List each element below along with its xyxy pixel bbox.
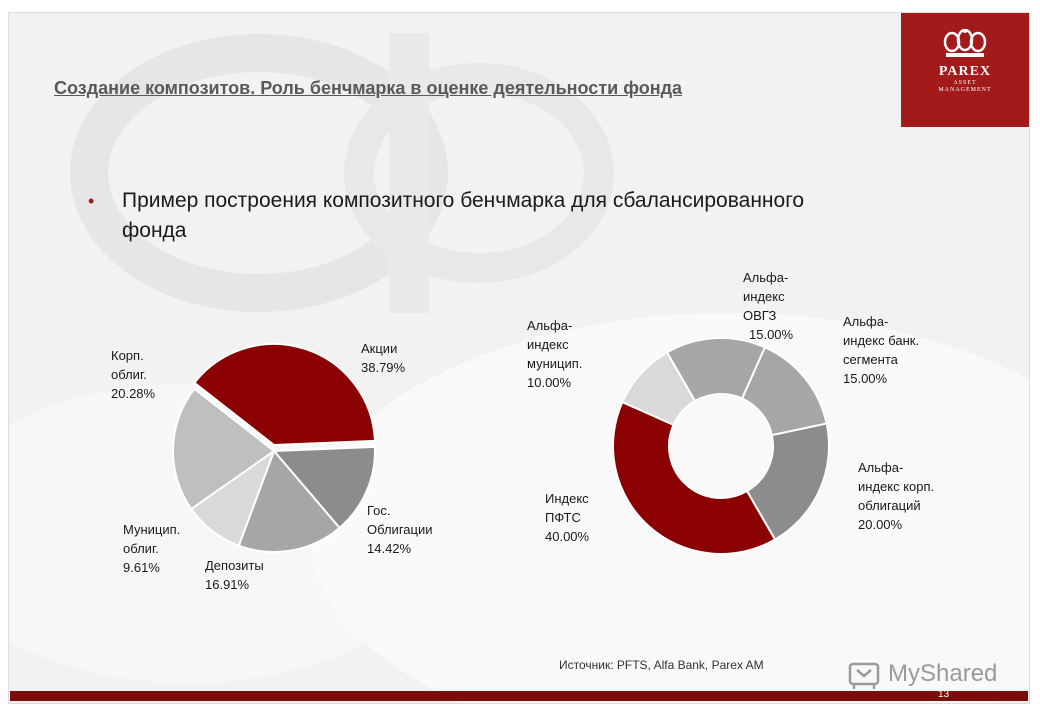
pie1-label-stocks: Акции 38.79% — [361, 339, 405, 377]
pie1-label-government-line1: Гос. — [367, 503, 391, 518]
pie2-label-corp: Альфа- индекс корп. облигаций 20.00% — [858, 458, 934, 534]
pie2-label-municipal: Альфа- индекс муницип. 10.00% — [527, 316, 582, 392]
pie1-label-corporate-line2: облиг. — [111, 367, 147, 382]
pie1-label-government-line2: Облигации — [367, 522, 433, 537]
pie2-slice-2 — [745, 422, 830, 541]
bullet-icon: • — [88, 191, 95, 211]
page-number: 13 — [938, 689, 950, 700]
pie2-label-bank-line2: индекс банк. — [843, 333, 920, 348]
source-note: Источник: PFTS, Alfa Bank, Parex AM — [559, 658, 764, 672]
logo-name: PAREX — [938, 64, 992, 79]
logo-sub-management: MANAGEMENT — [938, 87, 992, 93]
crown-icon — [943, 29, 987, 57]
myshared-text: MyShared — [888, 660, 998, 687]
pie2-label-corp-line2: индекс корп. — [858, 479, 935, 494]
pie1-label-corporate-value: 20.28% — [111, 386, 156, 401]
pie1-label-stocks-value: 38.79% — [361, 360, 406, 375]
pie2-label-municipal-value: 10.00% — [527, 375, 572, 390]
pie2-label-ovgz-line1: Альфа- — [743, 270, 789, 285]
pie1-label-corporate: Корп. облиг. 20.28% — [111, 346, 155, 403]
pie1-slice-0 — [193, 343, 376, 447]
pie-chart-portfolio — [172, 343, 376, 553]
pie2-label-bank-line3: сегмента — [843, 352, 898, 367]
pie2-label-municipal-line3: муницип. — [527, 356, 583, 371]
pie1-label-government: Гос. Облигации 14.42% — [367, 501, 432, 558]
pie2-label-bank-line1: Альфа- — [843, 314, 889, 329]
pie2-label-ovgz-line2: индекс — [743, 289, 785, 304]
pie2-label-municipal-line1: Альфа- — [527, 318, 573, 333]
bullet-text-line2: фонда — [122, 219, 187, 242]
pie2-label-bank: Альфа- индекс банк. сегмента 15.00% — [843, 312, 919, 388]
pie1-slice-2 — [237, 449, 341, 553]
pie2-label-pfts-value: 40.00% — [545, 529, 590, 544]
pie2-label-municipal-line2: индекс — [527, 337, 569, 352]
pie1-label-deposits: Депозиты 16.91% — [205, 556, 264, 594]
pie1-slice-1 — [271, 445, 376, 530]
pie2-label-ovgz: Альфа- индекс ОВГЗ 15.00% — [743, 268, 793, 344]
myshared-logo-icon — [848, 662, 880, 689]
myshared-watermark: MyShared — [848, 656, 1008, 692]
bottom-bar — [10, 691, 1028, 701]
donut-chart-benchmark — [612, 337, 830, 555]
pie2-label-bank-value: 15.00% — [843, 371, 888, 386]
pie2-label-corp-line3: облигаций — [858, 498, 921, 513]
parex-logo: PAREX ASSET MANAGEMENT — [901, 13, 1029, 127]
pie2-label-ovgz-value: 15.00% — [749, 327, 794, 342]
pie2-label-corp-line1: Альфа- — [858, 460, 904, 475]
slide-title: Создание композитов. Роль бенчмарка в оц… — [54, 78, 683, 98]
pie2-label-corp-value: 20.00% — [858, 517, 903, 532]
logo-sub-asset: ASSET — [953, 80, 977, 86]
pie1-label-government-value: 14.42% — [367, 541, 412, 556]
bullet-text: Пример построения композитного бенчмарка… — [122, 186, 962, 246]
pie1-label-corporate-line1: Корп. — [111, 348, 144, 363]
pie2-label-pfts: Индекс ПФТС 40.00% — [545, 489, 589, 546]
pie2-slice-4 — [621, 351, 697, 427]
pie2-label-ovgz-line3: ОВГЗ — [743, 308, 777, 323]
pie1-label-municipal-line2: облиг. — [123, 541, 159, 556]
pie1-label-deposits-name: Депозиты — [205, 558, 264, 573]
pie1-label-municipal-value: 9.61% — [123, 560, 160, 575]
pie1-label-stocks-name: Акции — [361, 341, 398, 356]
pie2-label-pfts-line2: ПФТС — [545, 510, 581, 525]
pie1-label-municipal-line1: Муницип. — [123, 522, 181, 537]
pie1-label-deposits-value: 16.91% — [205, 577, 250, 592]
pie1-label-municipal: Муницип. облиг. 9.61% — [123, 520, 180, 577]
pie1-slice-4 — [172, 387, 276, 511]
pie2-label-pfts-line1: Индекс — [545, 491, 589, 506]
pie2-slice-3 — [612, 400, 777, 555]
bullet-text-line1: Пример построения композитного бенчмарка… — [122, 189, 805, 212]
